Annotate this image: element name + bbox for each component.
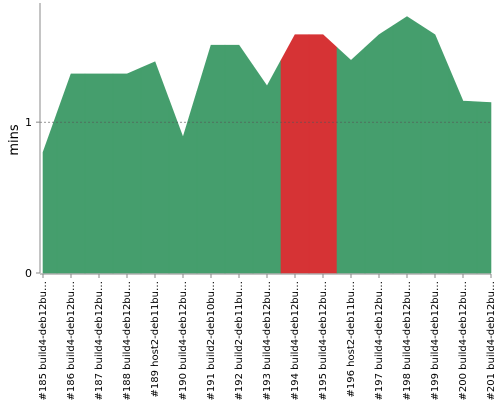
area-segment xyxy=(476,101,492,274)
x-tick-label: #185 build4-deb12bu… xyxy=(38,281,49,400)
y-tick-label: 1 xyxy=(25,116,32,129)
x-tick-label: #187 build4-deb12bu… xyxy=(94,281,105,400)
x-tick-label: #191 build2-deb10bu… xyxy=(206,281,217,400)
area-segment xyxy=(84,73,114,274)
x-tick-label: #201 build4-deb12bu… xyxy=(486,281,497,400)
area-segment xyxy=(196,44,226,274)
x-tick-label: #192 build2-deb11bu… xyxy=(234,281,245,400)
x-tick-label: #198 build4-deb12bu… xyxy=(402,281,413,400)
area-segment xyxy=(168,91,198,274)
area-segment xyxy=(252,60,282,274)
area-segment xyxy=(308,34,338,274)
x-tick-label: #189 host2-deb11bu… xyxy=(150,281,161,397)
area-segment xyxy=(392,16,422,274)
area-segment xyxy=(140,61,170,274)
x-tick-label: #190 build4-deb12bu… xyxy=(178,281,189,400)
area-segment xyxy=(364,25,394,274)
y-tick-label: 0 xyxy=(25,267,32,280)
y-axis-label: mins xyxy=(7,124,22,156)
x-tick-label: #195 build4-deb12bu… xyxy=(318,281,329,400)
area-segment xyxy=(336,46,366,274)
x-tick-label: #186 build4-deb12bu… xyxy=(66,281,77,400)
x-tick-label: #188 build4-deb12bu… xyxy=(122,281,133,400)
area-segment xyxy=(224,44,254,274)
x-tick-label: #199 build4-deb12bu… xyxy=(430,281,441,400)
area-segment xyxy=(420,25,450,274)
x-tick-label: #197 build4-deb12bu… xyxy=(374,281,385,400)
x-tick-label: #193 build4-deb12bu… xyxy=(262,281,273,400)
area-segment xyxy=(112,67,142,274)
area-segment xyxy=(56,73,86,274)
x-tick-label: #196 host2-deb11bu… xyxy=(346,281,357,397)
area-segment xyxy=(280,34,310,274)
area-segment xyxy=(42,113,58,274)
area-segment xyxy=(448,67,478,274)
x-tick-label: #200 build4-deb12bu… xyxy=(458,281,469,400)
x-tick-label: #194 build4-deb12bu… xyxy=(290,281,301,400)
